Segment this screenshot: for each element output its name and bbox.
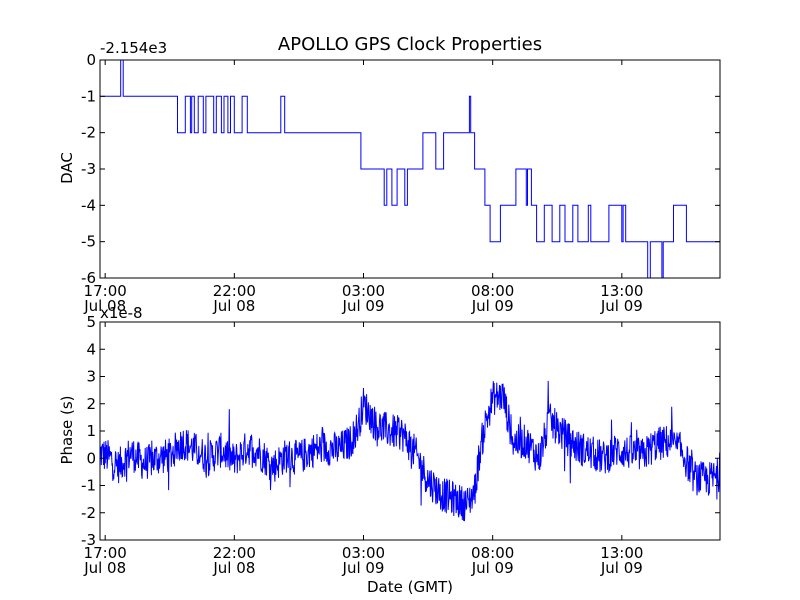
- dac-y-tick-label-1: -1: [81, 87, 96, 105]
- phase-series-line-0: [99, 380, 721, 522]
- dac-x-tick-time-2: 03:00: [342, 282, 385, 300]
- dac-x-tick-time-4: 13:00: [600, 282, 643, 300]
- phase-y-tick-label-0: 5: [86, 313, 96, 331]
- top-y-axis-label: DAC: [58, 152, 76, 184]
- phase-y-tick-label-4: 1: [86, 422, 96, 440]
- dac-y-tick-label-5: -5: [81, 233, 96, 251]
- phase-y-tick-label-3: 2: [86, 395, 96, 413]
- phase-x-tick-date-2: Jul 09: [342, 559, 385, 577]
- phase-x-tick-date-3: Jul 09: [471, 559, 514, 577]
- dac-y-tick-label-3: -3: [81, 160, 96, 178]
- phase-y-tick-label-2: 3: [86, 368, 96, 386]
- bottom-offset-label: x1e-8: [100, 304, 143, 322]
- dac-y-tick-label-0: 0: [86, 51, 96, 69]
- chart-title: APOLLO GPS Clock Properties: [278, 34, 542, 55]
- phase-y-tick-label-8: -3: [81, 531, 96, 549]
- phase-y-tick-label-7: -2: [81, 504, 96, 522]
- phase-x-tick-time-0: 17:00: [84, 544, 127, 562]
- dac-x-tick-date-2: Jul 09: [342, 297, 385, 315]
- phase-y-tick-label-5: 0: [86, 449, 96, 467]
- dac-x-tick-date-4: Jul 09: [600, 297, 643, 315]
- x-axis-label: Date (GMT): [367, 578, 453, 596]
- dac-x-tick-date-0: Jul 08: [83, 297, 126, 315]
- phase-x-tick-time-3: 08:00: [471, 544, 514, 562]
- dac-y-tick-label-6: -6: [81, 269, 96, 287]
- bottom-y-axis-label: Phase (s): [58, 395, 76, 464]
- dac-y-tick-label-4: -4: [81, 196, 96, 214]
- phase-x-tick-time-2: 03:00: [342, 544, 385, 562]
- dac-x-tick-time-3: 08:00: [471, 282, 514, 300]
- dac-x-tick-time-1: 22:00: [213, 282, 256, 300]
- top-offset-label: -2.154e3: [100, 39, 167, 57]
- dac-y-tick-label-2: -2: [81, 124, 96, 142]
- phase-x-tick-date-4: Jul 09: [600, 559, 643, 577]
- dac-x-tick-date-3: Jul 09: [471, 297, 514, 315]
- dac-x-tick-time-0: 17:00: [84, 282, 127, 300]
- phase-y-tick-label-6: -1: [81, 477, 96, 495]
- dac-x-tick-date-1: Jul 08: [212, 297, 255, 315]
- phase-x-tick-date-0: Jul 08: [83, 559, 126, 577]
- phase-x-tick-time-1: 22:00: [213, 544, 256, 562]
- phase-x-tick-time-4: 13:00: [600, 544, 643, 562]
- dac-series-line-0: [100, 59, 720, 279]
- phase-y-tick-label-1: 4: [86, 340, 96, 358]
- phase-x-tick-date-1: Jul 08: [212, 559, 255, 577]
